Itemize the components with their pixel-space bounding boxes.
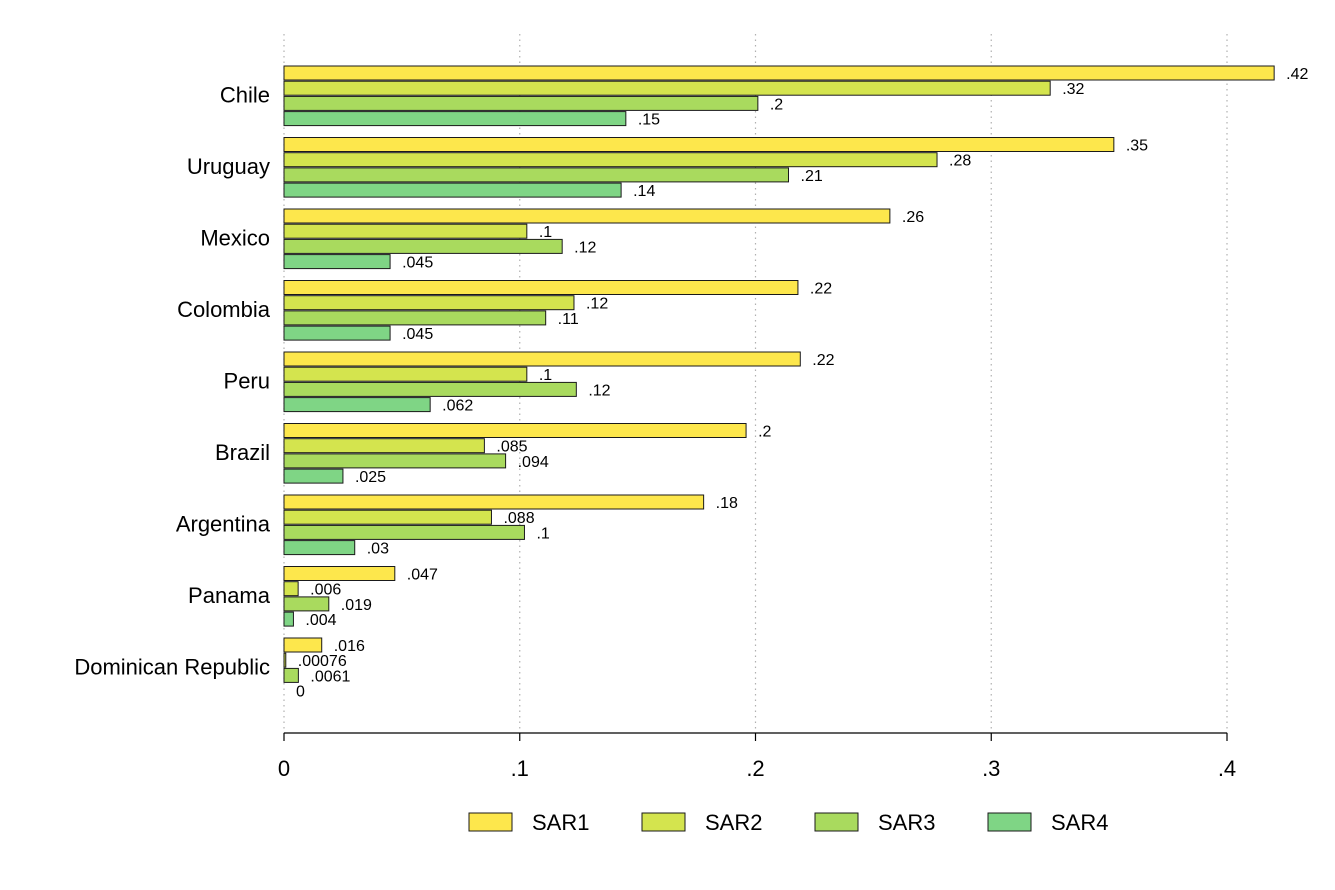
legend: SAR1 SAR2 SAR3 SAR4 bbox=[468, 810, 1108, 835]
bar-sar4 bbox=[283, 397, 431, 413]
category-label: Colombia bbox=[177, 297, 271, 322]
data-label: .28 bbox=[949, 153, 971, 170]
data-label: .016 bbox=[334, 638, 365, 655]
category-label: Dominican Republic bbox=[74, 654, 270, 679]
bar-sar2 bbox=[283, 652, 287, 668]
data-label: .019 bbox=[341, 597, 372, 614]
x-tick-label: .1 bbox=[511, 756, 529, 781]
bar-sar2 bbox=[283, 438, 485, 454]
bar-sar4 bbox=[283, 325, 391, 341]
bar-sar1 bbox=[283, 351, 801, 367]
bar-sar4 bbox=[283, 611, 294, 627]
x-tick-label: .4 bbox=[1218, 756, 1236, 781]
bar-sar2 bbox=[283, 366, 528, 382]
data-label: .1 bbox=[539, 367, 552, 384]
bar-sar3 bbox=[283, 524, 525, 540]
data-label: .085 bbox=[496, 439, 527, 456]
data-label: .32 bbox=[1062, 81, 1084, 98]
legend-swatch-sar4 bbox=[987, 812, 1032, 832]
bar-sar3 bbox=[283, 167, 790, 183]
bar-sar2 bbox=[283, 223, 528, 239]
x-tick-label: .3 bbox=[982, 756, 1000, 781]
data-label: .12 bbox=[574, 239, 596, 256]
bar-sar2 bbox=[283, 152, 938, 168]
bar-sar4 bbox=[283, 182, 622, 198]
category-label: Argentina bbox=[176, 511, 271, 536]
data-label: .22 bbox=[812, 352, 834, 369]
data-label: .15 bbox=[638, 112, 660, 129]
bar-sar1 bbox=[283, 423, 747, 438]
data-label: .2 bbox=[770, 96, 783, 113]
bar-sar3 bbox=[283, 238, 563, 254]
data-label: .088 bbox=[503, 510, 534, 527]
bar-sar4 bbox=[283, 468, 344, 484]
data-label: .03 bbox=[367, 541, 389, 558]
x-tick-label: 0 bbox=[278, 756, 290, 781]
bar-sar1 bbox=[283, 208, 891, 224]
bar-sar1 bbox=[283, 494, 705, 510]
data-label: 0 bbox=[296, 684, 305, 701]
data-label: .0061 bbox=[310, 668, 350, 685]
category-label: Chile bbox=[220, 82, 270, 107]
data-label: .094 bbox=[518, 454, 549, 471]
bar-sar1 bbox=[283, 637, 323, 653]
data-label: .045 bbox=[402, 326, 433, 343]
bars: .42 .32 .2 .15 .35 .28 .21 .14 .26 .1 .12 .045 .22 .1… bbox=[283, 65, 1308, 701]
data-label: .18 bbox=[716, 495, 738, 512]
bar-sar1 bbox=[283, 65, 1275, 81]
bar-sar3 bbox=[283, 596, 330, 612]
data-label: .1 bbox=[536, 525, 549, 542]
category-label: Panama bbox=[188, 583, 271, 608]
bar-sar4 bbox=[283, 540, 356, 556]
bar-sar3 bbox=[283, 95, 759, 111]
data-label: .26 bbox=[902, 209, 924, 226]
legend-label-sar4: SAR4 bbox=[1051, 810, 1108, 835]
data-label: .14 bbox=[633, 183, 655, 200]
data-label: .2 bbox=[758, 424, 771, 441]
legend-label-sar2: SAR2 bbox=[705, 810, 762, 835]
category-label: Brazil bbox=[215, 440, 270, 465]
data-label: .12 bbox=[586, 296, 608, 313]
data-label: .006 bbox=[310, 582, 341, 599]
bar-sar1 bbox=[283, 566, 396, 581]
data-label: .025 bbox=[355, 469, 386, 486]
data-label: .004 bbox=[305, 612, 336, 629]
category-label: Peru bbox=[224, 368, 270, 393]
legend-swatch-sar1 bbox=[468, 812, 513, 832]
bar-sar2 bbox=[283, 295, 575, 311]
bar-sar3 bbox=[283, 310, 547, 326]
bar-sar1 bbox=[283, 280, 799, 295]
bar-sar3 bbox=[283, 453, 507, 469]
legend-swatch-sar2 bbox=[641, 812, 686, 832]
data-label: .00076 bbox=[298, 653, 347, 670]
data-label: .22 bbox=[810, 281, 832, 298]
data-label: .42 bbox=[1286, 66, 1308, 83]
category-label: Uruguay bbox=[187, 154, 270, 179]
legend-label-sar3: SAR3 bbox=[878, 810, 935, 835]
data-label: .12 bbox=[588, 382, 610, 399]
x-axis: 0 .1 .2 .3 .4 bbox=[278, 732, 1236, 781]
category-labels: Chile Uruguay Mexico Colombia Peru Brazil Arge… bbox=[74, 82, 270, 679]
bar-sar4 bbox=[283, 254, 391, 270]
bar-sar2 bbox=[283, 509, 492, 525]
bar-sar2 bbox=[283, 80, 1051, 96]
bar-sar4 bbox=[283, 111, 627, 127]
data-label: .045 bbox=[402, 255, 433, 272]
bar-sar3 bbox=[283, 667, 299, 683]
bar-sar1 bbox=[283, 137, 1115, 152]
data-label: .047 bbox=[407, 567, 438, 584]
data-label: .1 bbox=[539, 224, 552, 241]
data-label: .35 bbox=[1126, 138, 1148, 155]
category-label: Mexico bbox=[200, 225, 270, 250]
data-label: .21 bbox=[801, 168, 823, 185]
bar-sar3 bbox=[283, 381, 577, 397]
legend-label-sar1: SAR1 bbox=[532, 810, 589, 835]
data-label: .062 bbox=[442, 398, 473, 415]
data-label: .11 bbox=[558, 311, 579, 328]
x-tick-label: .2 bbox=[746, 756, 764, 781]
legend-swatch-sar3 bbox=[814, 812, 859, 832]
bar-sar2 bbox=[283, 581, 299, 597]
